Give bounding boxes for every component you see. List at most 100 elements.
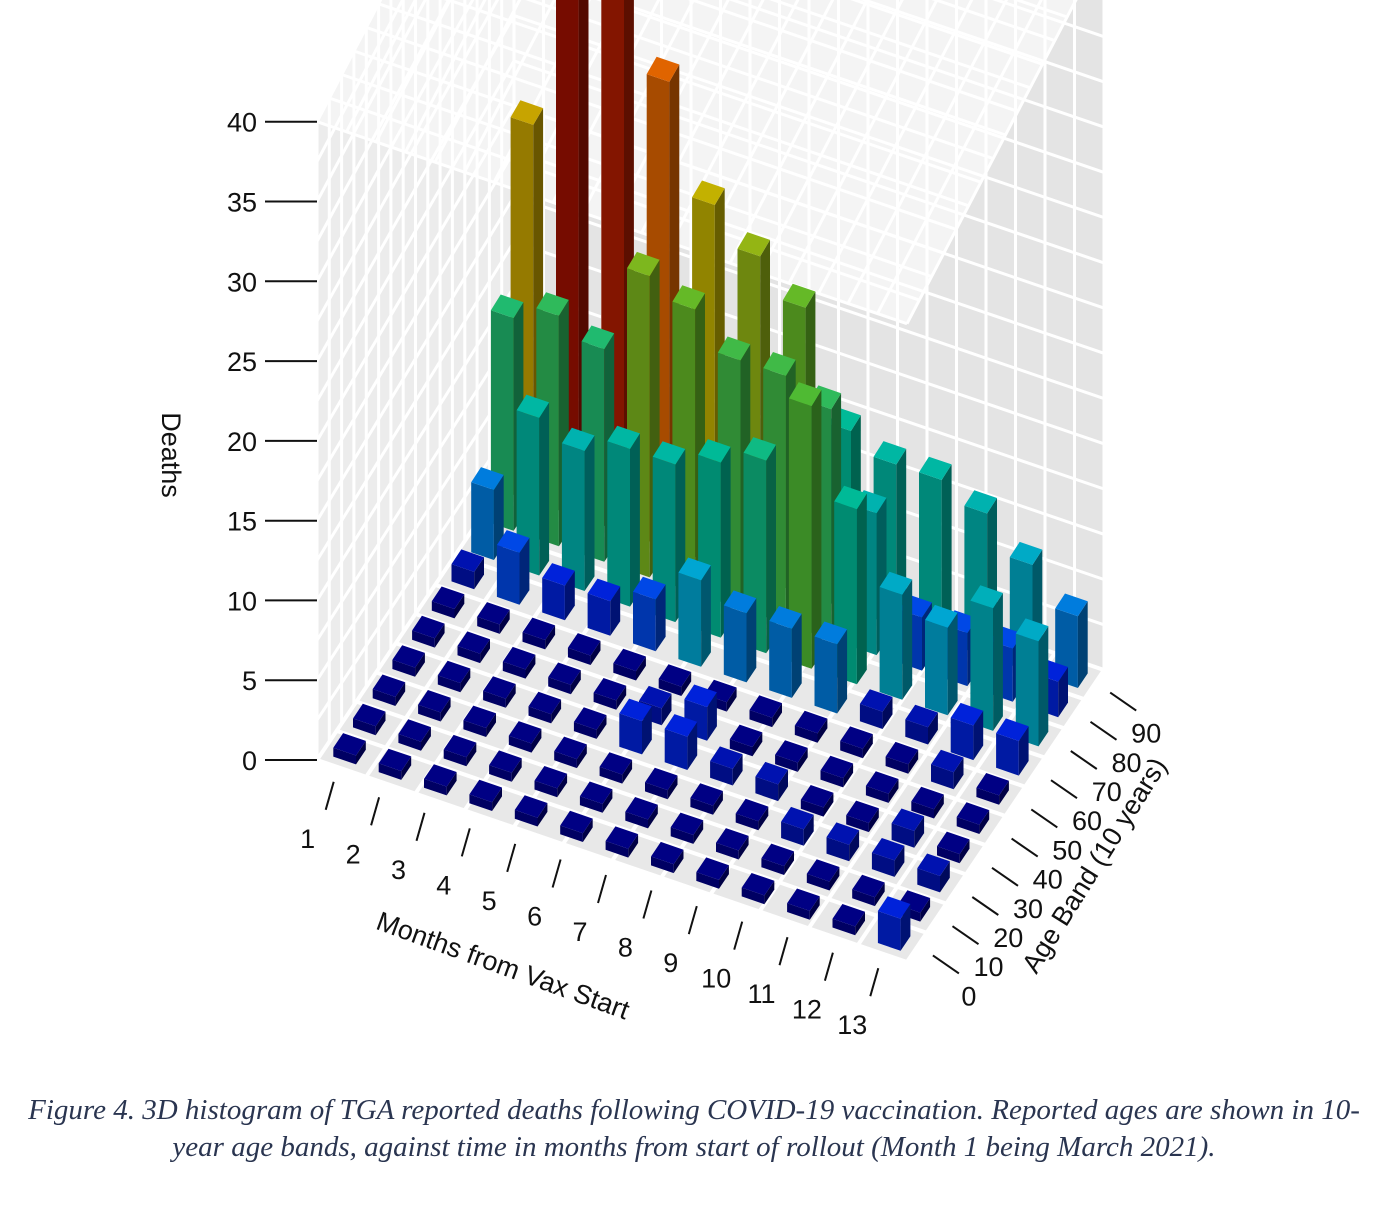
gridline <box>905 0 1078 325</box>
bar-front-face <box>483 690 506 708</box>
bar-side-face <box>446 772 457 796</box>
bar-top-face <box>392 645 425 668</box>
bar-side-face <box>707 692 717 741</box>
bar-top-face <box>490 294 524 319</box>
bar-side-face <box>642 706 652 755</box>
bar-front-face <box>607 441 630 607</box>
bar-top-face <box>840 726 873 749</box>
bar-side-face <box>941 464 952 642</box>
bar-side-face <box>636 656 646 681</box>
bar-side-face <box>973 710 984 761</box>
bar-top-face <box>651 841 684 865</box>
bar-front-face <box>970 600 994 731</box>
bar-front-face <box>800 799 824 817</box>
bar-top-face <box>646 56 680 82</box>
bar-side-face <box>720 446 731 638</box>
bar-side-face <box>655 584 666 652</box>
bar-side-face <box>661 693 672 726</box>
bar-top-face <box>658 664 692 687</box>
x-axis-title: Months from Vax Start <box>373 906 634 1026</box>
bar-front-face <box>710 761 733 786</box>
bar-side-face <box>940 861 950 893</box>
bar-top-face <box>412 615 445 639</box>
gridline <box>433 0 522 163</box>
y-tick-label: 10 <box>973 952 1003 982</box>
bar-top-face <box>451 549 484 572</box>
bar-side-face <box>499 609 510 634</box>
gridline <box>336 728 928 935</box>
gridline <box>846 0 1009 305</box>
bar-side-face <box>531 728 542 753</box>
bar-month-8-age-20 <box>690 783 723 815</box>
bar-front-face <box>976 787 1000 805</box>
bar-side-face <box>1077 601 1088 688</box>
x-tick-label: 6 <box>527 902 542 932</box>
bar-side-face <box>610 586 621 636</box>
bar-front-face <box>613 663 636 681</box>
bar-side-face <box>719 865 729 889</box>
bar-front-face <box>919 472 942 642</box>
bar-front-face <box>619 713 642 755</box>
bar-front-face <box>469 794 493 811</box>
bar-front-face <box>787 903 810 920</box>
bar-top-face <box>639 685 672 709</box>
bar-side-face <box>764 880 775 905</box>
bar-front-face <box>956 817 980 834</box>
bar-side-face <box>766 444 776 654</box>
bar-side-face <box>900 904 911 951</box>
bar-front-face <box>996 733 1019 776</box>
z-tick-label: 20 <box>227 427 257 457</box>
bar-top-face <box>698 439 731 463</box>
bar-month-5-age-10 <box>534 766 568 798</box>
gridline <box>699 0 835 254</box>
bar-top-face <box>763 352 796 376</box>
bar-month-13-age-30 <box>937 831 970 864</box>
bar-month-6-age-30 <box>619 698 652 755</box>
bar-side-face <box>570 670 581 695</box>
bar-front-face <box>645 782 668 800</box>
bar-front-face <box>418 704 441 722</box>
bar-side-face <box>480 639 490 664</box>
bar-top-face <box>593 678 627 701</box>
figure-caption: Figure 4. 3D histogram of TGA reported d… <box>28 1094 1360 1163</box>
bar-month-9-age-40 <box>775 740 808 772</box>
bar-top-face <box>696 857 729 880</box>
bar-front-face <box>579 796 603 813</box>
bar-month-9-age-30 <box>755 761 788 802</box>
bar-top-face <box>664 714 698 737</box>
bar-side-face <box>811 389 822 669</box>
bar-front-face <box>353 718 376 736</box>
bar-front-face <box>865 785 889 803</box>
bar-front-face <box>781 821 804 846</box>
z-tick-label: 0 <box>242 746 257 776</box>
gridline <box>316 758 908 964</box>
bar-top-face <box>489 750 522 773</box>
bar-front-face <box>477 616 500 634</box>
gridline <box>315 0 405 163</box>
bar-top-face <box>573 707 607 730</box>
bar-top-face <box>502 646 536 670</box>
bar-side-face <box>630 433 640 607</box>
bar-top-face <box>806 859 840 882</box>
z-tick-label: 35 <box>227 188 257 218</box>
x-tick-mark <box>415 812 426 842</box>
bar-month-3-age-60 <box>542 563 575 621</box>
bar-front-face <box>749 710 773 728</box>
bar-month-5-age-40 <box>593 678 627 710</box>
bar-month-2-age-0 <box>378 748 412 780</box>
bar-top-face <box>607 425 640 449</box>
bar-top-face <box>826 822 860 845</box>
y-tick-label: 40 <box>1033 865 1063 895</box>
gridline <box>345 0 417 133</box>
bar-top-face <box>846 800 879 823</box>
bar-month-8-age-10 <box>670 812 704 844</box>
gridline <box>610 0 730 224</box>
bar-side-face <box>582 818 593 842</box>
bar-month-8-age-60 <box>769 606 802 698</box>
bar-top-face <box>782 283 816 308</box>
gridline <box>850 0 1043 66</box>
x-tick-mark <box>687 905 698 935</box>
bar-top-face <box>879 571 913 595</box>
bar-front-face <box>587 593 611 636</box>
x-tick-label: 4 <box>436 870 451 900</box>
